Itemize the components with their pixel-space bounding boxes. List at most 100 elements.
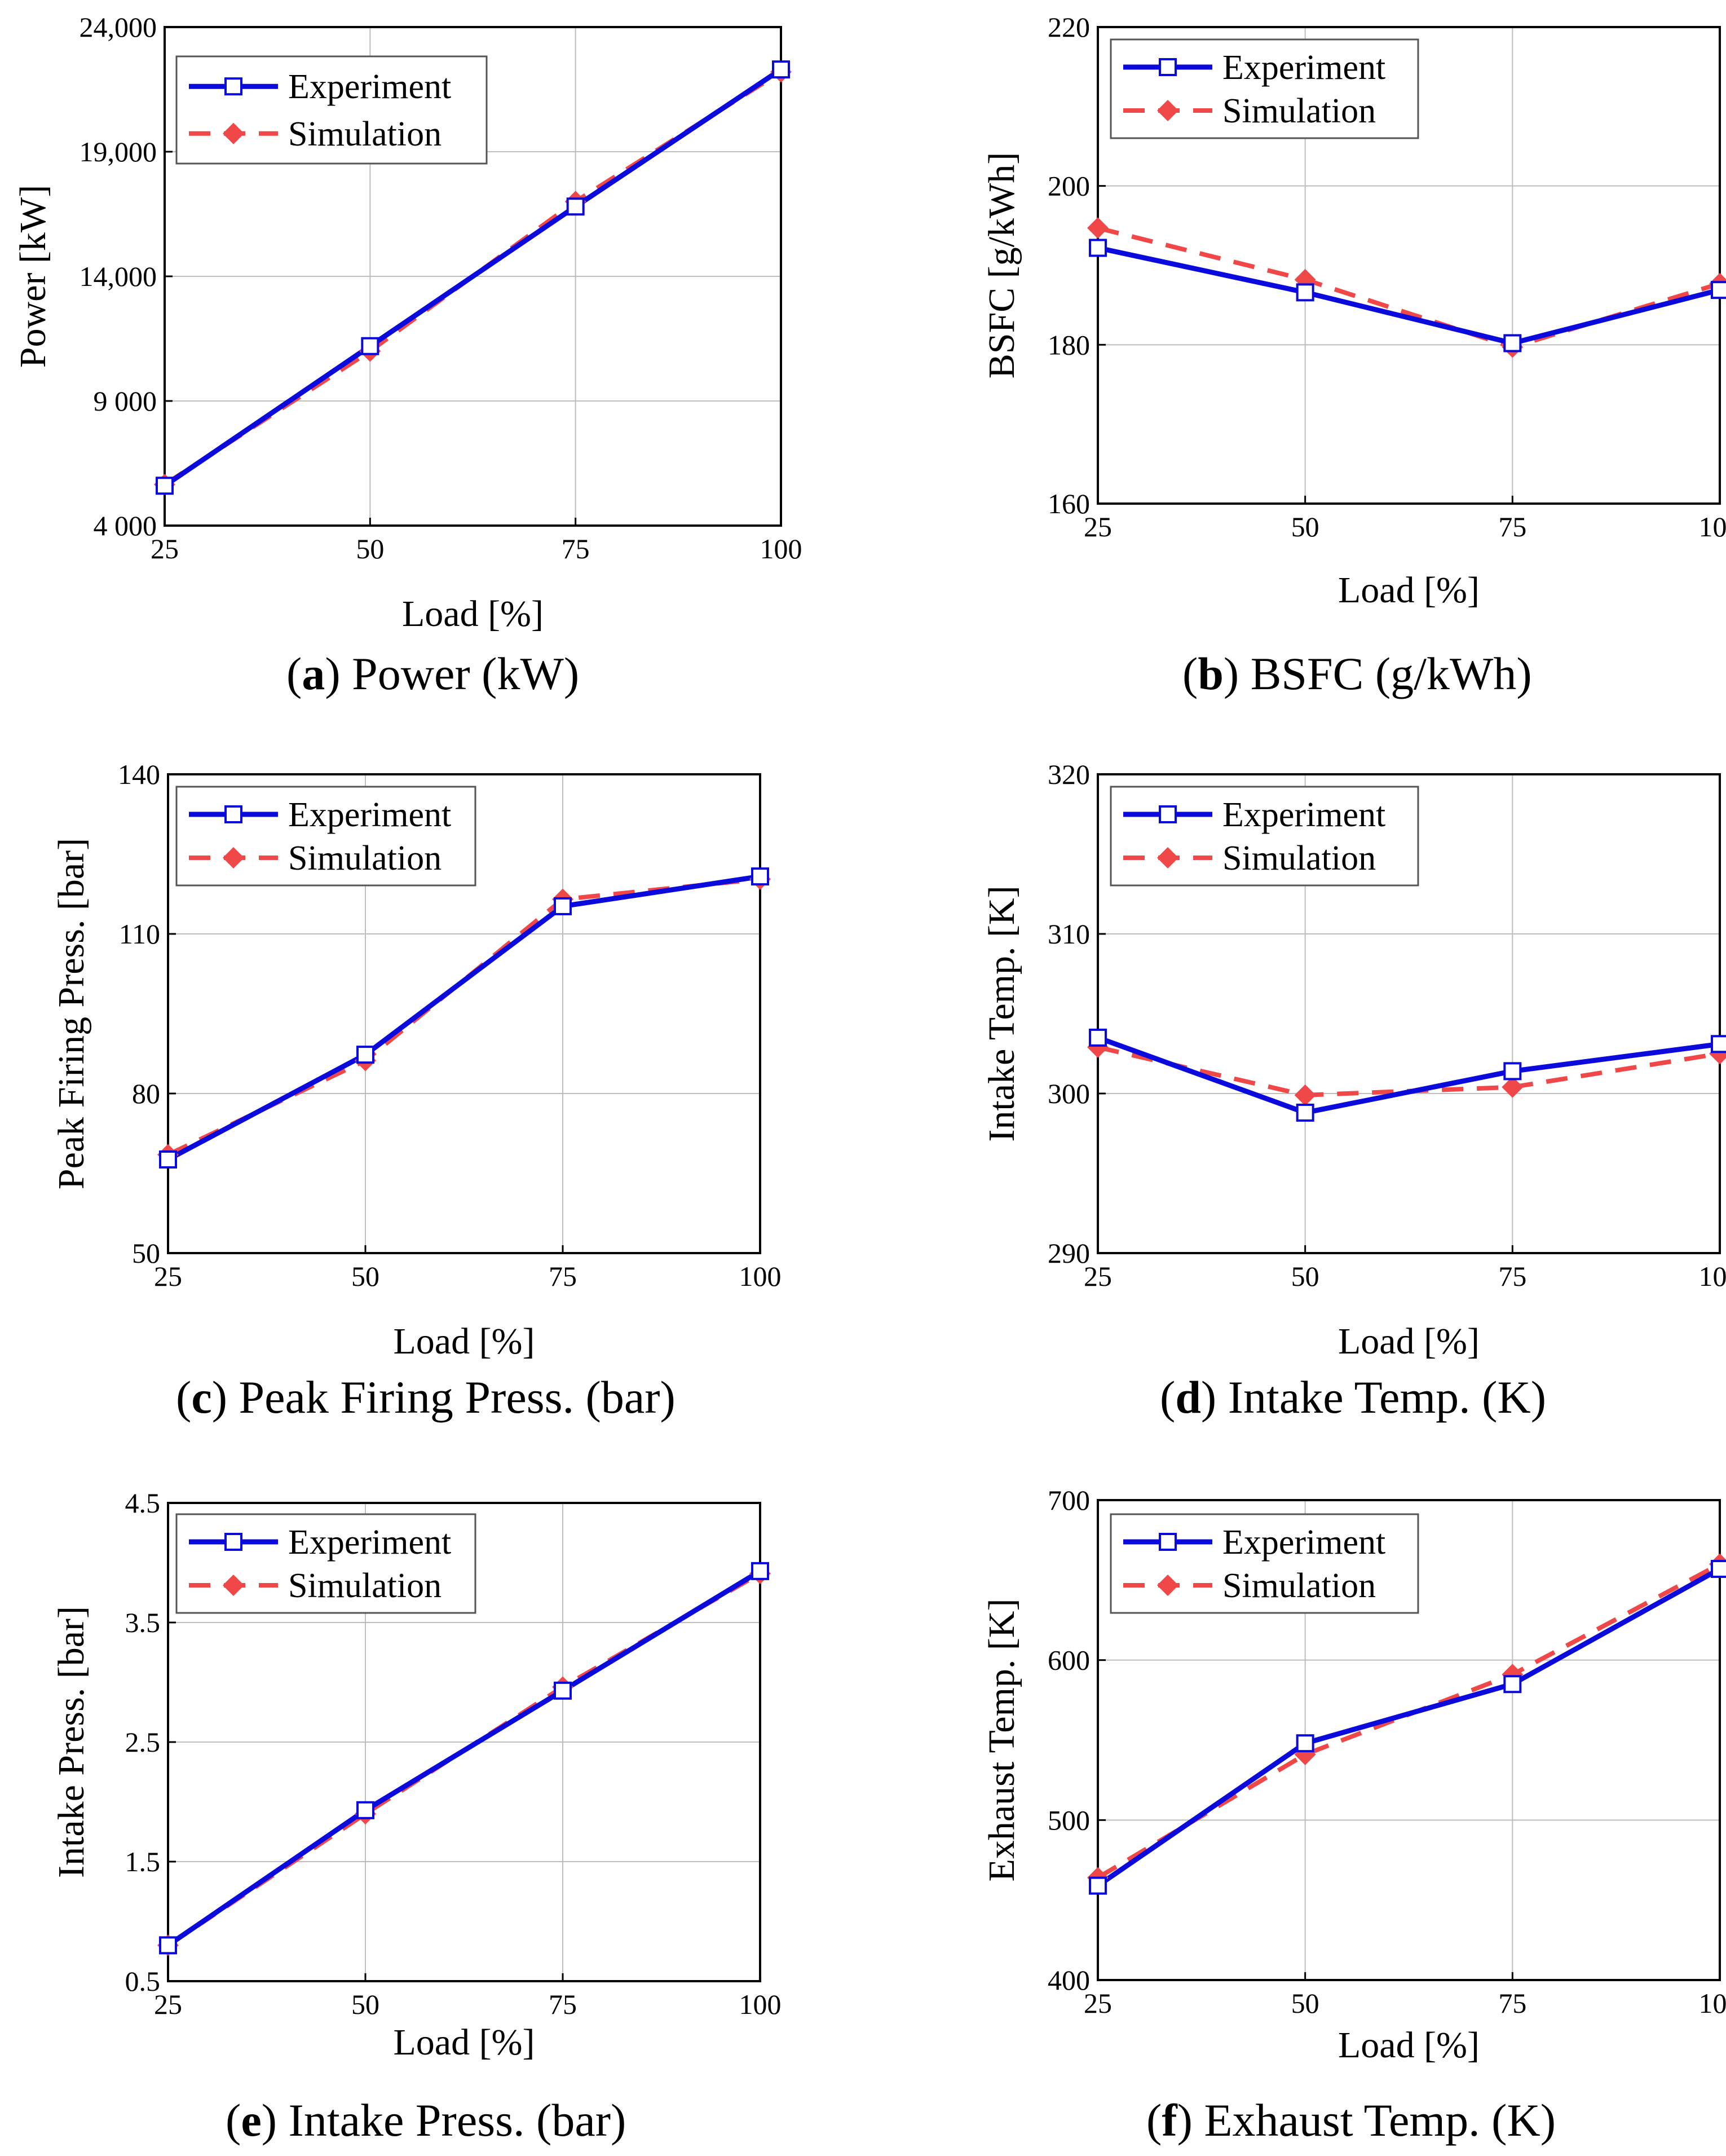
legend-marker-simulation [1157, 847, 1178, 868]
legend-label-experiment: Experiment [288, 68, 451, 106]
caption-d: (d) Intake Temp. (K) [1160, 1371, 1546, 1424]
y-tick-label: 9 000 [94, 385, 157, 417]
x-tick-label: 25 [154, 1260, 182, 1292]
x-tick-label: 75 [1498, 1260, 1526, 1292]
legend-marker-experiment [1159, 805, 1177, 823]
plot-frame [1097, 26, 1721, 505]
data-point-experiment [356, 1801, 374, 1819]
data-point-experiment [566, 197, 585, 216]
caption-open: ( [1160, 1372, 1176, 1423]
caption-letter: e [241, 2095, 262, 2146]
caption-letter: c [191, 1372, 212, 1423]
data-point-experiment [159, 1150, 177, 1169]
y-tick-label: 290 [1048, 1237, 1090, 1269]
y-tick-label: 4.5 [125, 1487, 161, 1519]
legend-marker-simulation [223, 122, 244, 144]
chart-intake-temp: 25 50 75 100 290 300 310 320 Load [%] Intake Temp… [981, 759, 1726, 1362]
caption-close: ) [261, 2095, 277, 2146]
caption-open: ( [1146, 2095, 1162, 2146]
caption-text: Intake Temp. (K) [1216, 1372, 1547, 1423]
caption-text: Peak Firing Press. (bar) [227, 1372, 676, 1423]
chart-intake-press: 25 50 75 100 0.5 1.5 2.5 3.5 4.5 Load [%] Intake P… [51, 1487, 782, 2063]
caption-b: (b) BSFC (g/kWh) [1182, 647, 1532, 700]
data-point-experiment [1089, 239, 1107, 257]
data-point-experiment [751, 867, 769, 886]
y-axis-label: Power [kW] [12, 185, 54, 368]
data-point-experiment [156, 477, 174, 495]
series-line-experiment [1097, 1035, 1720, 1116]
caption-letter: b [1198, 648, 1224, 699]
y-tick-label: 1.5 [125, 1846, 161, 1877]
y-axis-label: Intake Temp. [K] [981, 885, 1022, 1141]
x-tick-label: 50 [356, 533, 384, 565]
panel-d: 25 50 75 100 290 300 310 320 Load [%] Intake Temp… [863, 733, 1726, 1444]
legend-label-experiment: Experiment [288, 1523, 451, 1562]
data-point-experiment [751, 1562, 769, 1580]
data-point-experiment [1503, 1675, 1522, 1694]
data-point-experiment [1503, 334, 1522, 352]
data-point-experiment [1089, 1028, 1107, 1047]
data-point-experiment [1296, 283, 1314, 302]
legend-label-simulation: Simulation [288, 1567, 442, 1605]
x-tick-label: 100 [1699, 511, 1726, 543]
x-tick-label: 25 [1084, 1987, 1112, 2019]
x-tick-label: 100 [1699, 1987, 1726, 2019]
legend-box [175, 1513, 476, 1614]
legend-label-simulation: Simulation [288, 115, 442, 153]
y-tick-label: 160 [1048, 488, 1090, 519]
y-tick-label: 140 [118, 759, 160, 790]
data-point-experiment [1089, 1876, 1107, 1895]
legend-box [1110, 1513, 1419, 1614]
data-point-experiment [1711, 281, 1726, 299]
y-tick-label: 320 [1048, 759, 1090, 790]
caption-text: Power (kW) [340, 648, 580, 699]
data-point-experiment [1296, 1734, 1314, 1753]
caption-text: BSFC (g/kWh) [1239, 648, 1532, 699]
legend-marker-simulation [223, 1575, 244, 1596]
x-axis-label: Load [%] [1338, 570, 1480, 611]
series-line-experiment [163, 67, 783, 488]
data-point-experiment [159, 1936, 177, 1955]
data-point-experiment [1503, 1062, 1522, 1081]
caption-f: (f) Exhaust Temp. (K) [1146, 2094, 1556, 2147]
caption-text: Exhaust Temp. (K) [1192, 2095, 1556, 2146]
legend-marker-experiment [224, 1533, 242, 1551]
caption-a: (a) Power (kW) [286, 647, 579, 700]
x-axis-label: Load [%] [393, 1321, 535, 1362]
y-tick-label: 19,000 [80, 136, 157, 167]
x-tick-label: 50 [1291, 511, 1319, 543]
data-point-simulation [1502, 1076, 1524, 1098]
legend-box [175, 55, 488, 165]
legend-label-experiment: Experiment [1222, 49, 1385, 87]
y-axis-label: Intake Press. [bar] [51, 1606, 92, 1878]
x-tick-label: 25 [154, 1989, 182, 2020]
y-tick-label: 14,000 [80, 261, 157, 292]
y-axis-label: Peak Firing Press. [bar] [51, 838, 92, 1189]
x-tick-label: 100 [1699, 1260, 1726, 1292]
caption-open: ( [1182, 648, 1198, 699]
x-axis-label: Load [%] [1338, 2025, 1480, 2066]
caption-text: Intake Press. (bar) [277, 2095, 626, 2146]
chart-bsfc: 25 50 75 100 160 180 200 220 Load [%] BSFC [g/kWh… [981, 11, 1726, 611]
chart-power: 25 50 75 100 4 000 9 000 14,000 19,000 24,000 Loa… [12, 11, 802, 634]
data-point-experiment [361, 337, 379, 355]
caption-letter: d [1175, 1372, 1201, 1423]
data-point-simulation [1087, 1036, 1109, 1058]
series-line-experiment [1097, 245, 1721, 346]
y-tick-label: 50 [132, 1237, 160, 1269]
legend-marker-simulation [1157, 100, 1178, 121]
x-tick-label: 50 [1291, 1260, 1319, 1292]
series-line-simulation [1097, 226, 1721, 350]
y-axis-label: Exhaust Temp. [K] [981, 1599, 1022, 1882]
legend-label-simulation: Simulation [1222, 839, 1376, 878]
x-tick-label: 25 [151, 533, 179, 565]
panel-f: 25 50 75 100 400 500 600 700 Load [%] Exhaust Tem… [863, 1455, 1726, 2156]
x-tick-label: 75 [1498, 1987, 1526, 2019]
x-tick-label: 50 [1291, 1987, 1319, 2019]
caption-letter: a [302, 648, 325, 699]
series-line-experiment [166, 874, 761, 1162]
caption-close: ) [211, 1372, 228, 1423]
legend-label-simulation: Simulation [288, 839, 442, 878]
legend-marker-experiment [224, 77, 242, 96]
